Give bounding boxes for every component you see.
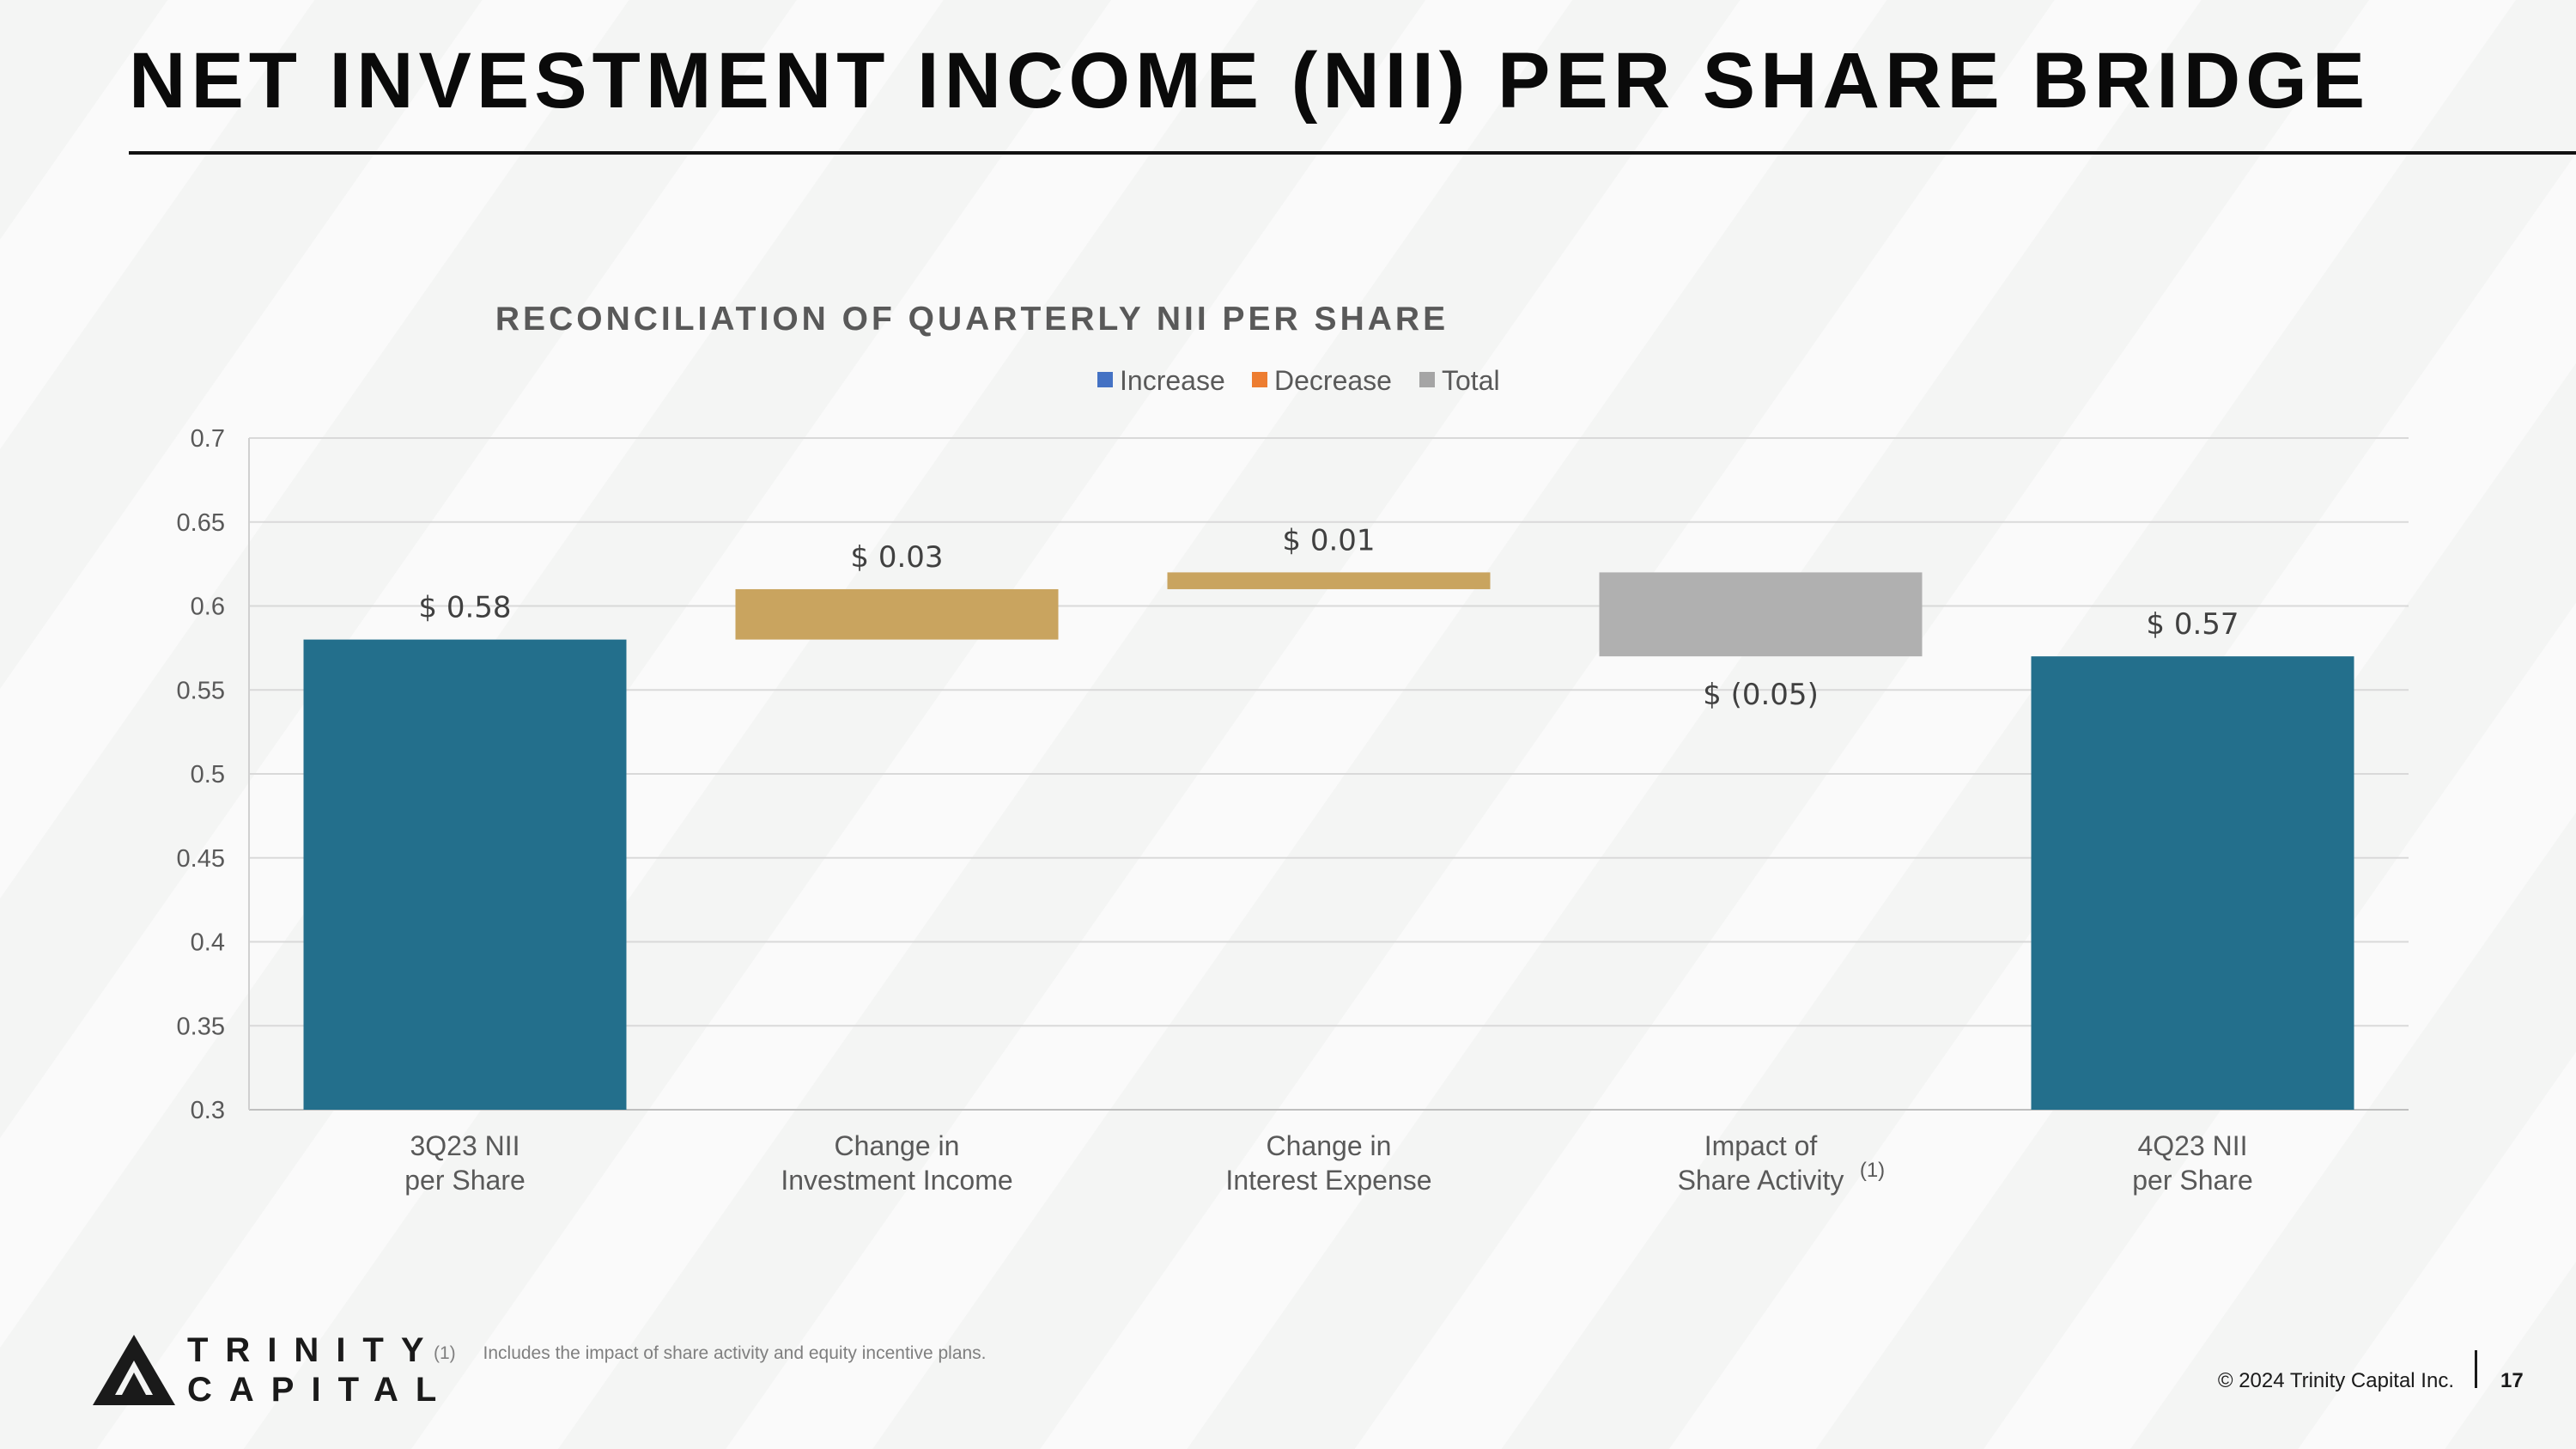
- legend-swatch-increase: [1097, 372, 1113, 387]
- x-category-label: 3Q23 NII: [410, 1130, 519, 1161]
- y-tick-label: 0.4: [191, 929, 225, 957]
- x-category-label: Change in: [835, 1130, 960, 1161]
- legend-label-increase: Increase: [1120, 365, 1225, 396]
- logo-text-trinity: TRINITY: [187, 1331, 441, 1369]
- y-tick-label: 0.3: [191, 1097, 225, 1124]
- data-label: $ 0.57: [2146, 607, 2239, 642]
- x-category-label: Change in: [1267, 1130, 1392, 1161]
- data-labels: $ 0.58 $ 0.03 $ 0.01 $ (0.05) $ 0.57: [418, 523, 2239, 712]
- x-category-label: per Share: [404, 1165, 526, 1196]
- page-title: NET INVESTMENT INCOME (NII) PER SHARE BR…: [129, 37, 2371, 125]
- bar-total: [2031, 656, 2354, 1110]
- y-tick-label: 0.65: [177, 509, 225, 537]
- y-tick-label: 0.6: [191, 594, 225, 621]
- page-number-divider: [2475, 1350, 2477, 1388]
- legend-swatch-total: [1419, 372, 1435, 387]
- chart-title: RECONCILIATION OF QUARTERLY NII PER SHAR…: [495, 301, 1449, 338]
- chart-bars: [303, 572, 2354, 1110]
- data-label: $ (0.05): [1703, 678, 1819, 712]
- x-axis: 3Q23 NII per Share Change in Investment Inc…: [404, 1130, 2253, 1196]
- bar-total: [303, 639, 627, 1110]
- x-category-label: Impact of: [1704, 1130, 1818, 1161]
- bar-increase: [735, 588, 1059, 640]
- bar-decrease: [1599, 572, 1923, 657]
- x-category-label: per Share: [2132, 1165, 2253, 1196]
- data-label: $ 0.01: [1282, 523, 1375, 557]
- bar-increase: [1167, 572, 1491, 589]
- legend-label-total: Total: [1442, 365, 1500, 396]
- x-category-label: Investment Income: [781, 1165, 1012, 1196]
- category-footnote-marker: (1): [1860, 1159, 1885, 1182]
- y-tick-label: 0.35: [177, 1013, 225, 1040]
- chart-legend: Increase Decrease Total: [1097, 365, 1500, 396]
- x-category-label: Share Activity: [1678, 1165, 1844, 1196]
- y-tick-label: 0.45: [177, 845, 225, 873]
- x-category-label: Interest Expense: [1225, 1165, 1431, 1196]
- legend-swatch-decrease: [1252, 372, 1267, 387]
- footnote-marker: (1): [434, 1343, 456, 1363]
- y-tick-label: 0.5: [191, 761, 225, 788]
- data-label: $ 0.58: [418, 591, 511, 625]
- legend-label-decrease: Decrease: [1274, 365, 1392, 396]
- page-number: 17: [2500, 1369, 2524, 1392]
- copyright: © 2024 Trinity Capital Inc.: [2217, 1369, 2454, 1392]
- y-tick-label: 0.55: [177, 677, 225, 704]
- y-axis: 0.3 0.35 0.4 0.45 0.5 0.55 0.6 0.65 0.7: [177, 425, 250, 1124]
- footnote-text: Includes the impact of share activity an…: [483, 1343, 987, 1363]
- logo-text-capital: CAPITAL: [187, 1371, 454, 1409]
- x-category-label: 4Q23 NII: [2137, 1130, 2247, 1161]
- footnote: (1) Includes the impact of share activit…: [434, 1343, 987, 1364]
- y-tick-label: 0.7: [191, 425, 225, 453]
- title-divider: [129, 151, 2576, 155]
- trinity-capital-logo: TRINITY CAPITAL: [93, 1331, 436, 1409]
- data-label: $ 0.03: [850, 540, 943, 575]
- triangle-logo-icon: [93, 1335, 175, 1405]
